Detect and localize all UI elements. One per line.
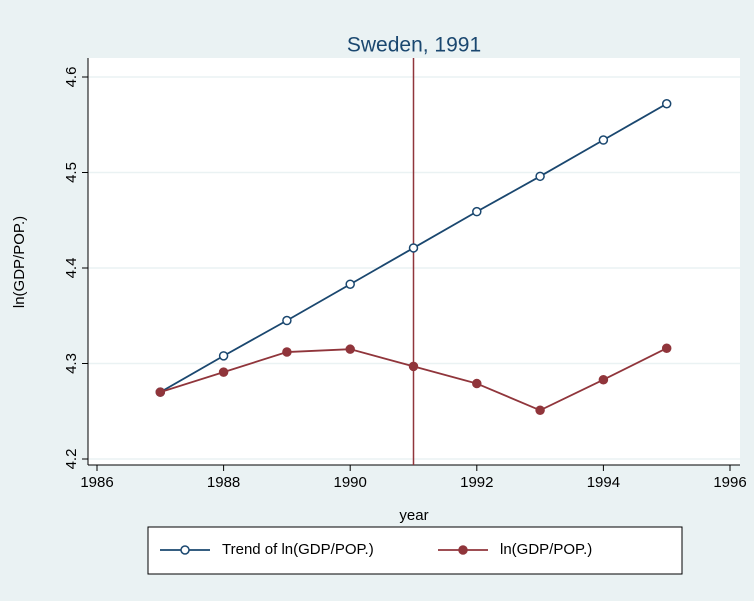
legend-marker — [458, 545, 468, 555]
x-axis-label: year — [399, 507, 428, 524]
data-point — [535, 171, 545, 182]
legend-label: ln(GDP/POP.) — [500, 541, 592, 558]
legend-marker — [180, 545, 190, 555]
data-point — [535, 405, 545, 416]
x-tick-label: 1986 — [80, 474, 113, 491]
data-point — [218, 351, 229, 361]
data-point — [598, 135, 609, 145]
legend-label: Trend of ln(GDP/POP.) — [222, 541, 374, 558]
legend — [147, 526, 683, 575]
x-tick-label: 1992 — [460, 474, 493, 491]
chart-title: Sweden, 1991 — [347, 34, 481, 57]
y-tick-label: 4.4 — [63, 258, 80, 279]
x-tick-label: 1990 — [334, 474, 367, 491]
x-tick-label: 1994 — [587, 474, 620, 491]
data-point — [598, 374, 609, 385]
x-tick-label: 1996 — [713, 474, 746, 491]
y-tick-label: 4.2 — [63, 449, 80, 470]
data-point — [408, 361, 419, 372]
data-point — [282, 347, 292, 357]
x-tick-label: 1988 — [207, 474, 240, 491]
data-point — [472, 378, 482, 389]
y-tick-label: 4.5 — [63, 162, 80, 183]
data-point — [661, 343, 672, 353]
y-tick-label: 4.3 — [63, 353, 80, 374]
data-point — [345, 279, 355, 289]
data-point — [218, 367, 229, 377]
y-tick-label: 4.6 — [63, 67, 80, 88]
data-point — [345, 344, 355, 354]
data-point — [408, 243, 419, 253]
data-point — [282, 315, 292, 326]
y-axis-label: ln(GDP/POP.) — [11, 216, 28, 308]
data-point — [472, 206, 482, 217]
data-point — [661, 98, 672, 109]
data-point — [155, 387, 166, 397]
